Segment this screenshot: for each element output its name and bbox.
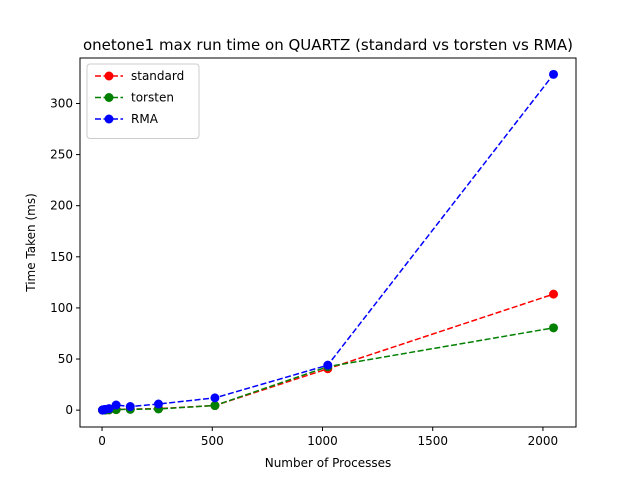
data-point-RMA (104, 404, 114, 414)
x-tick-label: 1500 (417, 434, 448, 448)
y-tick-label: 150 (50, 250, 73, 264)
y-axis-label: Time Taken (ms) (24, 193, 38, 293)
axis-ticks: 0 500 1000 1500 2000 0 50 100 150 200 250 300 (50, 96, 558, 448)
y-tick-label: 250 (50, 148, 73, 162)
legend-box (86, 63, 200, 139)
data-point-RMA (125, 402, 135, 412)
x-tick-label: 0 (98, 434, 106, 448)
legend-swatch-marker (104, 71, 114, 81)
data-point-RMA (210, 393, 220, 403)
data-point-RMA (549, 69, 559, 79)
y-tick-label: 200 (50, 199, 73, 213)
data-point-torsten (549, 323, 559, 333)
legend-entry-standard: standard (131, 69, 184, 83)
plot-area (97, 69, 559, 415)
y-tick-label: 50 (58, 352, 73, 366)
legend-swatch-marker (104, 114, 114, 124)
legend: standard torsten RMA (86, 63, 200, 139)
legend-entry-RMA: RMA (131, 112, 159, 126)
chart-title: onetone1 max run time on QUARTZ (standar… (83, 36, 573, 54)
data-point-torsten (210, 401, 220, 411)
data-point-RMA (111, 400, 121, 410)
x-axis-label: Number of Processes (265, 456, 392, 470)
axes-frame (79, 57, 577, 428)
series-line-standard (102, 293, 554, 411)
x-tick-label: 500 (201, 434, 224, 448)
data-point-RMA (153, 399, 163, 409)
data-point-standard (549, 289, 559, 299)
y-tick-label: 300 (50, 96, 73, 110)
y-tick-label: 0 (65, 403, 73, 417)
x-tick-label: 1000 (307, 434, 338, 448)
x-tick-label: 2000 (528, 434, 559, 448)
legend-entry-torsten: torsten (131, 91, 174, 105)
legend-swatch-marker (104, 93, 114, 102)
data-point-RMA (323, 360, 333, 370)
y-tick-label: 100 (50, 301, 73, 315)
